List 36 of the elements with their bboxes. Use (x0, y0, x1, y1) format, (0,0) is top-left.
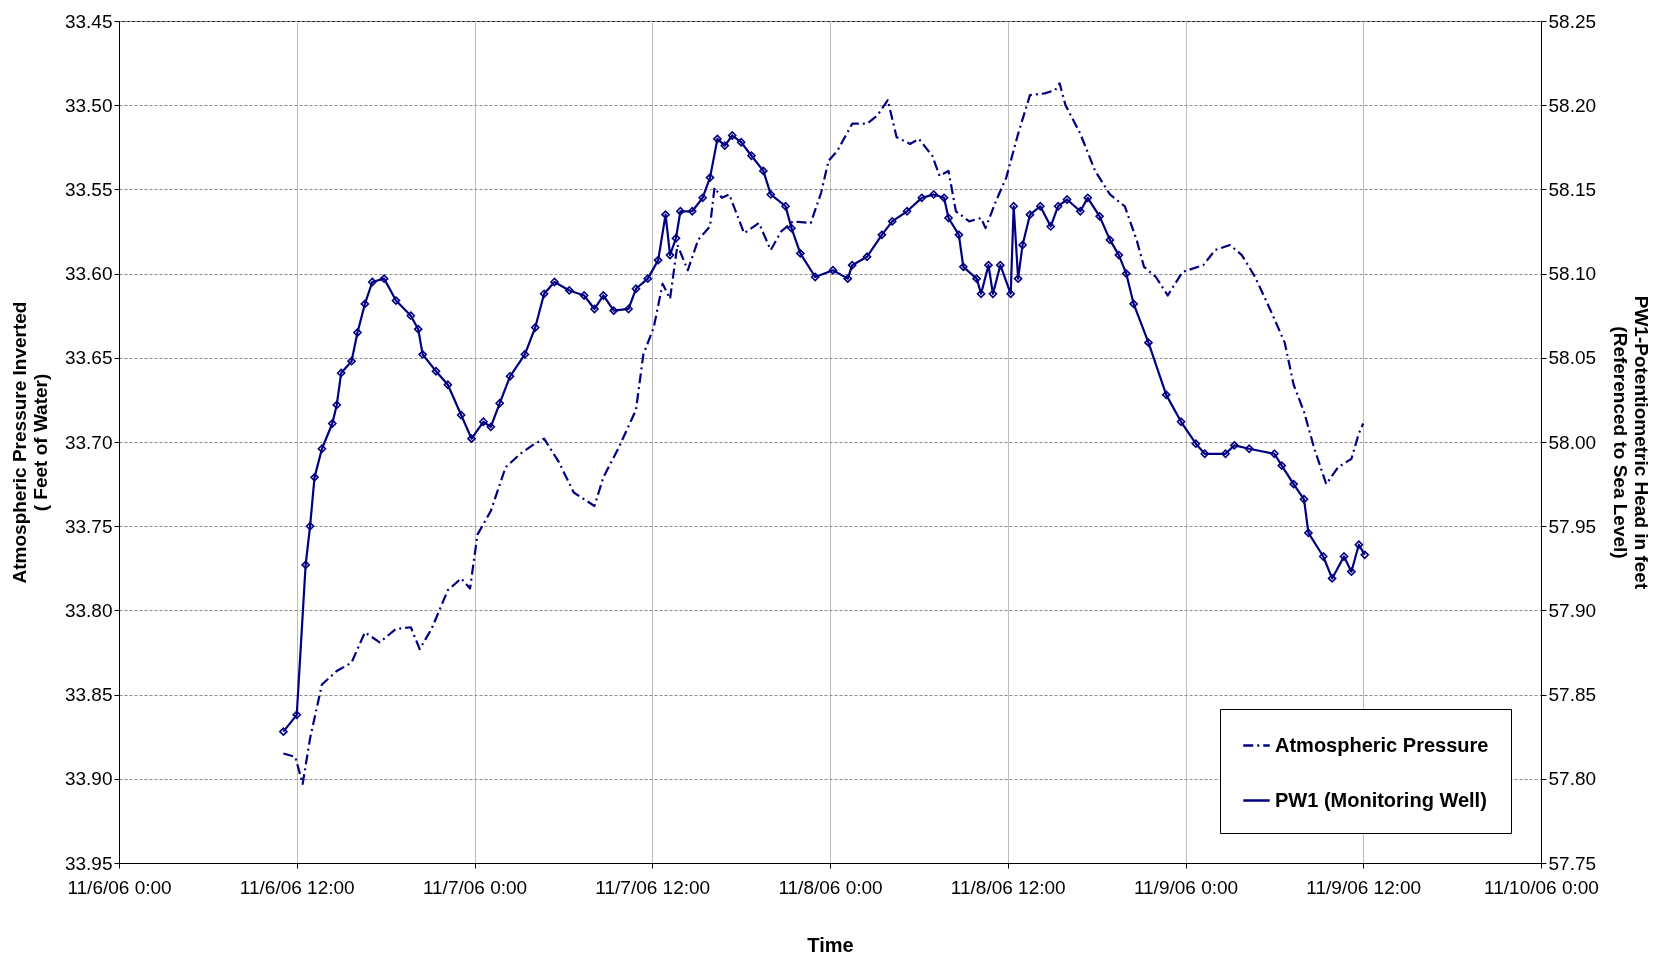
y-tick-label: 33.70 (64, 431, 113, 453)
y2-tick-label: 58.05 (1548, 347, 1597, 369)
y2-tick-label: 57.75 (1548, 852, 1597, 874)
y-axis-title: Atmospheric Pressure Inverted ( Feet of Water) (8, 301, 51, 584)
legend-label: Atmospheric Pressure (1275, 733, 1489, 756)
x-tick-label: 11/9/06 0:00 (1133, 876, 1239, 898)
y2-tick-label: 57.85 (1548, 684, 1597, 706)
y2-tick-label: 58.15 (1548, 178, 1597, 200)
y2-tick-label: 58.20 (1548, 94, 1597, 116)
y-tick-label: 33.95 (64, 852, 113, 874)
y-tick-label: 33.65 (64, 347, 113, 369)
y-tick-label: 33.85 (64, 684, 113, 706)
y-tick-label: 33.60 (64, 263, 113, 285)
x-tick-label: 11/10/06 0:00 (1484, 876, 1599, 898)
x-tick-label: 11/6/06 0:00 (67, 876, 172, 898)
y-tick-label: 33.90 (64, 768, 113, 790)
y-tick-label: 33.80 (64, 599, 113, 621)
x-tick-label: 11/8/06 12:00 (950, 876, 1066, 898)
y2-tick-label: 57.95 (1548, 515, 1597, 537)
x-tick-label: 11/6/06 12:00 (239, 876, 355, 898)
y2-tick-label: 58.25 (1548, 10, 1597, 32)
y2-axis-title: PW1-Potentiometric Head in feet (Referenced to Sea Level) (1610, 295, 1653, 590)
y-tick-label: 33.45 (64, 10, 113, 32)
y2-tick-label: 58.10 (1548, 263, 1597, 285)
y2-tick-label: 58.00 (1548, 431, 1597, 453)
x-tick-label: 11/9/06 12:00 (1306, 876, 1422, 898)
x-tick-label: 11/7/06 0:00 (422, 876, 528, 898)
legend-label: PW1 (Monitoring Well) (1275, 788, 1487, 811)
x-axis-title: Time (807, 933, 854, 956)
y-tick-label: 33.55 (64, 178, 113, 200)
x-tick-label: 11/7/06 12:00 (595, 876, 711, 898)
x-tick-label: 11/8/06 0:00 (778, 876, 883, 898)
y-tick-label: 33.75 (64, 515, 113, 537)
y2-tick-label: 57.90 (1548, 599, 1597, 621)
y2-tick-label: 57.80 (1548, 768, 1597, 790)
y-tick-label: 33.50 (64, 94, 113, 116)
